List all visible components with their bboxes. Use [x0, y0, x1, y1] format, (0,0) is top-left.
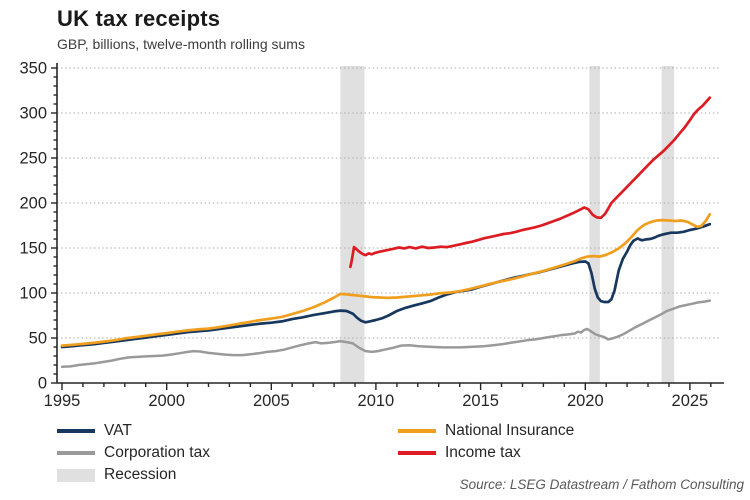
- legend-label-vat: VAT: [104, 422, 132, 439]
- x-tick-label: 2000: [148, 392, 185, 410]
- chart-subtitle: GBP, billions, twelve-month rolling sums: [57, 36, 305, 52]
- vat-line-swatch: [57, 429, 95, 433]
- x-tick-label: 2025: [672, 392, 709, 410]
- legend-label-income-tax: Income tax: [445, 444, 521, 461]
- y-tick-label: 350: [19, 60, 47, 78]
- y-tick-label: 150: [19, 240, 47, 258]
- legend-label-recession: Recession: [104, 466, 177, 483]
- line-income-tax: [349, 96, 712, 269]
- page-title: UK tax receipts: [57, 6, 221, 31]
- y-tick-label: 0: [38, 375, 47, 393]
- income-tax-line-swatch: [398, 451, 436, 455]
- legend-label-national-insurance: National Insurance: [445, 422, 575, 439]
- line-vat: [60, 222, 712, 349]
- recession-band: [589, 66, 600, 383]
- tax-receipts-chart: 0 50 100 150 200 250 300 350 1995 2000 2005 2010 201…: [19, 60, 724, 410]
- legend-item-national-insurance: National Insurance: [398, 420, 574, 442]
- source-credit: Source: LSEG Datastream / Fathom Consult…: [459, 477, 744, 492]
- y-tick-label: 200: [19, 195, 47, 213]
- legend-label-corporation-tax: Corporation tax: [104, 444, 210, 461]
- line-national-insurance: [60, 212, 712, 347]
- recession-band: [661, 66, 675, 383]
- x-tick-label: 1995: [44, 392, 81, 410]
- y-tick-label: 50: [29, 330, 47, 348]
- chart-legend: VAT Corporation tax Recession National I…: [57, 420, 574, 486]
- line-corporation-tax: [60, 299, 712, 369]
- recession-band: [340, 66, 365, 383]
- legend-column-left: VAT Corporation tax Recession: [57, 420, 398, 486]
- legend-item-vat: VAT: [57, 420, 398, 442]
- y-tick-label: 100: [19, 285, 47, 303]
- y-tick-label: 300: [19, 105, 47, 123]
- legend-item-corporation-tax: Corporation tax: [57, 442, 398, 464]
- legend-item-income-tax: Income tax: [398, 442, 574, 464]
- x-tick-label: 2005: [253, 392, 290, 410]
- legend-item-recession: Recession: [57, 464, 398, 486]
- corporation-tax-line-swatch: [57, 451, 95, 455]
- legend-column-right: National Insurance Income tax: [398, 420, 574, 486]
- x-tick-label: 2015: [462, 392, 499, 410]
- y-tick-label: 250: [19, 150, 47, 168]
- x-tick-label: 2020: [567, 392, 604, 410]
- national-insurance-line-swatch: [398, 429, 436, 433]
- x-tick-label: 2010: [358, 392, 395, 410]
- recession-band-swatch: [57, 468, 95, 482]
